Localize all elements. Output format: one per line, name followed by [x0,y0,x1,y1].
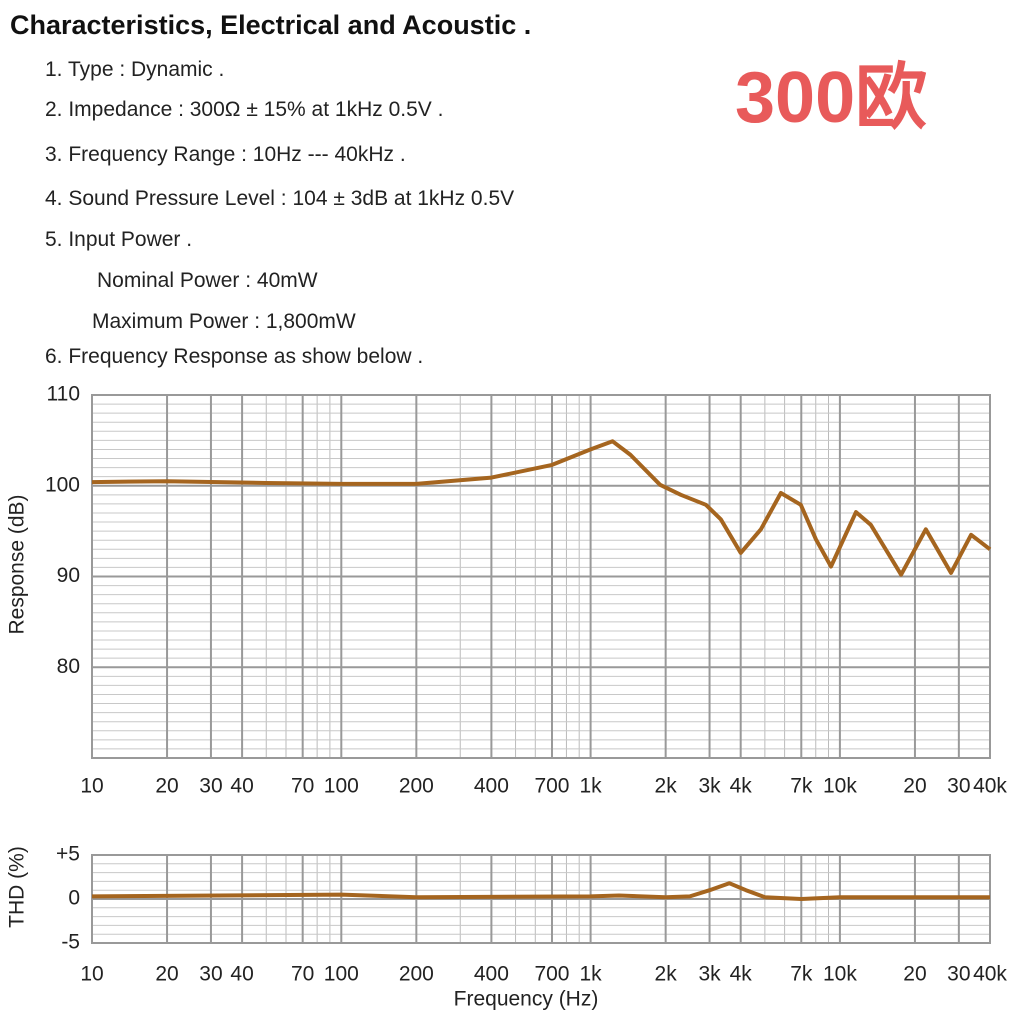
x-tick-label: 1k [580,963,603,986]
x-tick-label: 70 [291,963,314,986]
y-tick-label: 90 [57,564,80,587]
y-tick-label: -5 [61,931,80,954]
x-tick-label: 40 [230,775,253,798]
x-tick-label: 30 [199,775,222,798]
response-line [91,881,990,901]
spec: 1. Type : Dynamic . [45,58,225,81]
y-tick-label: +5 [56,843,80,866]
x-tick-label: 7k [790,775,813,798]
x-tick-label: 10 [80,775,103,798]
x-tick-label: 20 [155,775,178,798]
x-tick-label: 40k [973,963,1007,986]
spec: 2. Impedance : 300Ω ± 15% at 1kHz 0.5V . [45,98,444,121]
x-tick-label: 30 [947,963,970,986]
y-tick-label: 100 [45,473,80,496]
x-tick-label: 200 [399,775,434,798]
x-tick-label: 7k [790,963,813,986]
x-tick-label: 4k [730,775,753,798]
x-tick-label: 1k [580,775,603,798]
response-line [91,439,992,577]
y-tick-label: 0 [68,887,80,910]
y-tick-label: 110 [47,383,80,406]
y-axis-label: Response (dB) [6,494,29,634]
x-tick-label: 4k [730,963,753,986]
x-tick-label: 10k [823,775,857,798]
x-tick-label: 3k [698,775,721,798]
x-tick-label: 40k [973,775,1007,798]
x-axis-label: Frequency (Hz) [454,988,599,1011]
x-tick-label: 20 [903,963,926,986]
x-tick-label: 70 [291,775,314,798]
x-tick-label: 30 [199,963,222,986]
x-tick-label: 100 [324,963,359,986]
spec: 6. Frequency Response as show below . [45,345,424,368]
x-tick-label: 200 [399,963,434,986]
x-tick-label: 20 [903,775,926,798]
spec: Nominal Power : 40mW [97,269,318,292]
y-axis-label: THD (%) [6,846,29,928]
x-tick-label: 3k [698,963,721,986]
x-tick-label: 20 [155,963,178,986]
spec: 4. Sound Pressure Level : 104 ± 3dB at 1… [45,187,515,210]
x-tick-label: 2k [655,963,678,986]
x-tick-label: 700 [534,963,569,986]
spec: Maximum Power : 1,800mW [92,310,356,333]
spec: 5. Input Power . [45,228,193,251]
spec: 3. Frequency Range : 10Hz --- 40kHz . [45,143,406,166]
x-tick-label: 10 [80,963,103,986]
badge: 300欧 [735,58,928,138]
title: Characteristics, Electrical and Acoustic… [10,10,532,40]
x-tick-label: 400 [474,963,509,986]
x-tick-label: 40 [230,963,253,986]
y-tick-label: 80 [57,655,80,678]
x-tick-label: 30 [947,775,970,798]
x-tick-label: 100 [324,775,359,798]
x-tick-label: 2k [655,775,678,798]
x-tick-label: 700 [534,775,569,798]
x-tick-label: 400 [474,775,509,798]
x-tick-label: 10k [823,963,857,986]
